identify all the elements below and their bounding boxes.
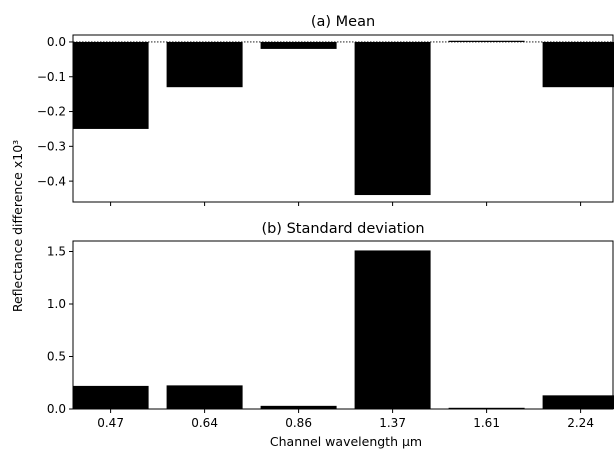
panel-b-xtick-label: 1.61: [473, 416, 500, 430]
panel-b-bars: [72, 250, 614, 409]
panel-mean: (a) Mean 0.0 −0.1 −0.2 −0.3 −0.4: [37, 14, 614, 206]
panel-std: (b) Standard deviation 0.0 0.5 1.0 1.5 0.47…: [47, 221, 614, 430]
panel-a-bar-2.24: [542, 41, 614, 88]
panel-b-bar-2.24: [542, 395, 614, 409]
panel-b-ytick-label: 0.0: [47, 402, 66, 416]
y-axis-label: Reflectance difference x10³: [10, 140, 25, 312]
panel-a-bar-0.86: [260, 41, 337, 49]
panel-b-y-axis: 0.0 0.5 1.0 1.5: [47, 245, 73, 416]
panel-a-ytick-label: 0.0: [47, 35, 66, 49]
panel-b-xtick-label: 2.24: [567, 416, 594, 430]
panel-b-title: (b) Standard deviation: [261, 221, 424, 237]
panel-a-bar-1.37: [354, 41, 431, 196]
panel-b-frame: [72, 240, 614, 410]
panel-b-ytick-label: 1.5: [47, 245, 66, 259]
panel-b-xtick-label: 0.64: [191, 416, 218, 430]
panel-b-xtick-label: 1.37: [379, 416, 406, 430]
panel-a-frame: [72, 34, 614, 203]
panel-a-bars: [72, 40, 614, 196]
panel-a-ytick-label: −0.1: [37, 70, 66, 84]
panel-b-bar-0.47: [72, 385, 149, 409]
panel-b-xtick-label: 0.47: [97, 416, 124, 430]
panel-b-ytick-label: 1.0: [47, 297, 66, 311]
panel-a-x-ticks: [110, 202, 582, 206]
x-axis-label: Channel wavelength μm: [270, 434, 422, 449]
panel-a-ytick-label: −0.3: [37, 140, 66, 154]
panel-a-bar-1.61: [448, 40, 525, 42]
panel-b-bar-0.86: [260, 405, 337, 409]
panel-a-title: (a) Mean: [311, 14, 375, 30]
panel-a-y-axis: 0.0 −0.1 −0.2 −0.3 −0.4: [37, 35, 73, 188]
panel-b-bar-0.64: [166, 385, 243, 409]
panel-b-ytick-label: 0.5: [47, 350, 66, 364]
panel-a-ytick-label: −0.2: [37, 105, 66, 119]
panel-a-bar-0.64: [166, 41, 243, 88]
panel-b-xtick-label: 0.86: [285, 416, 312, 430]
panel-b-bar-1.37: [354, 250, 431, 409]
panel-a-bar-0.47: [72, 41, 149, 129]
panel-a-ytick-label: −0.4: [37, 174, 66, 188]
panel-b-bar-1.61: [448, 407, 525, 409]
panel-b-x-axis: 0.47 0.64 0.86 1.37 1.61 2.24: [97, 409, 594, 430]
